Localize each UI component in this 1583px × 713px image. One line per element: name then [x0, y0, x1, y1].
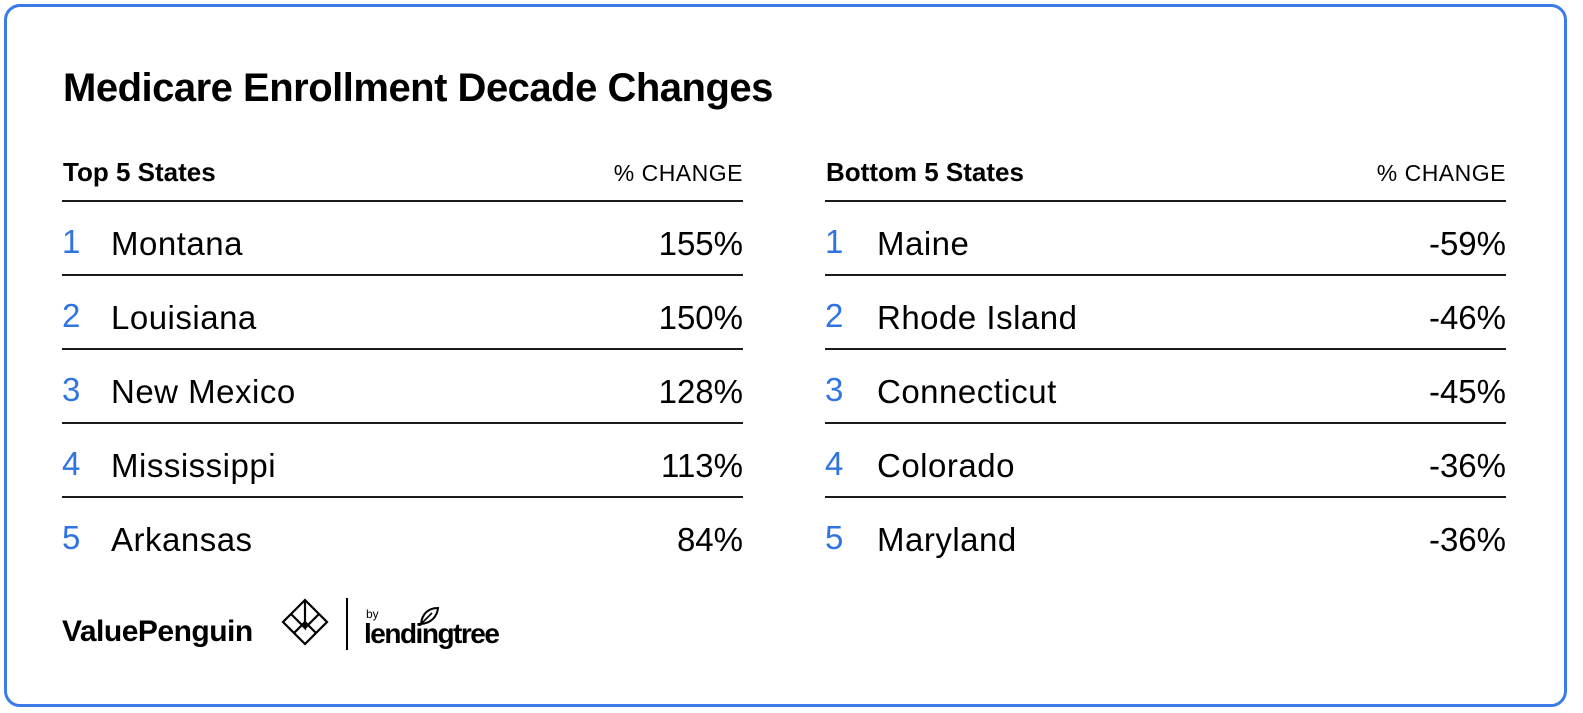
- rank-number: 2: [62, 297, 81, 334]
- percent-change-value: -36%: [1428, 447, 1506, 484]
- bottom-states-header: Bottom 5 States % CHANGE: [825, 152, 1506, 202]
- top-states-rows: 1 Montana 155% 2 Louisiana 150% 3 New Mexico 128…: [62, 202, 743, 570]
- rank-number: 5: [825, 519, 844, 556]
- bottom-states-row: 3 Connecticut -45%: [825, 350, 1506, 424]
- percent-change-value: 113%: [661, 447, 743, 484]
- bottom-states-row: 2 Rhode Island -46%: [825, 276, 1506, 350]
- bottom-states-row: 4 Colorado -36%: [825, 424, 1506, 498]
- top-states-column-header: Top 5 States: [63, 157, 216, 187]
- state-name: Montana: [111, 225, 243, 262]
- valuepenguin-logo-text: ValuePenguin: [62, 615, 253, 648]
- percent-change-value: 150%: [658, 299, 743, 336]
- state-name: Louisiana: [111, 299, 257, 336]
- state-name: Mississippi: [111, 447, 277, 484]
- percent-change-value: -46%: [1428, 299, 1506, 336]
- percent-change-value: 84%: [676, 521, 743, 558]
- bottom-states-row: 5 Maryland -36%: [825, 498, 1506, 570]
- chart-card: [4, 4, 1567, 707]
- top-states-row: 4 Mississippi 113%: [62, 424, 743, 498]
- percent-change-value: -59%: [1428, 225, 1506, 262]
- top-states-row: 3 New Mexico 128%: [62, 350, 743, 424]
- state-name: Maryland: [877, 521, 1017, 558]
- state-name: Connecticut: [877, 373, 1057, 410]
- percent-change-value: 128%: [658, 373, 743, 410]
- state-name: Colorado: [877, 447, 1015, 484]
- valuepenguin-mark-icon: [281, 598, 329, 646]
- top-states-row: 1 Montana 155%: [62, 202, 743, 276]
- percent-change-value: -36%: [1428, 521, 1506, 558]
- top-states-header: Top 5 States % CHANGE: [62, 152, 743, 202]
- percent-change-value: 155%: [658, 225, 743, 262]
- bottom-states-table: Bottom 5 States % CHANGE 1 Maine -59% 2 Rhod…: [825, 152, 1506, 570]
- top-states-row: 2 Louisiana 150%: [62, 276, 743, 350]
- rank-number: 3: [62, 371, 81, 408]
- rank-number: 5: [62, 519, 81, 556]
- rank-number: 1: [825, 223, 844, 260]
- logo-divider: [346, 598, 348, 650]
- bottom-states-column-header: Bottom 5 States: [826, 157, 1024, 187]
- state-name: Arkansas: [111, 521, 253, 558]
- rank-number: 1: [62, 223, 81, 260]
- percent-change-column-header: % CHANGE: [1376, 160, 1506, 186]
- state-name: Rhode Island: [877, 299, 1078, 336]
- by-label: by: [366, 607, 379, 621]
- top-states-table: Top 5 States % CHANGE 1 Montana 155% 2 Louis…: [62, 152, 743, 570]
- state-name: Maine: [877, 225, 970, 262]
- state-name: New Mexico: [111, 373, 296, 410]
- lendingtree-logo-text: lendingtree: [364, 618, 500, 649]
- chart-title: Medicare Enrollment Decade Changes: [63, 66, 773, 110]
- rank-number: 4: [62, 445, 81, 482]
- rank-number: 3: [825, 371, 844, 408]
- bottom-states-rows: 1 Maine -59% 2 Rhode Island -46% 3 Connecticut -…: [825, 202, 1506, 570]
- percent-change-column-header: % CHANGE: [613, 160, 743, 186]
- bottom-states-row: 1 Maine -59%: [825, 202, 1506, 276]
- lendingtree-leaf-icon: [419, 606, 440, 626]
- top-states-row: 5 Arkansas 84%: [62, 498, 743, 570]
- percent-change-value: -45%: [1428, 373, 1506, 410]
- rank-number: 2: [825, 297, 844, 334]
- rank-number: 4: [825, 445, 844, 482]
